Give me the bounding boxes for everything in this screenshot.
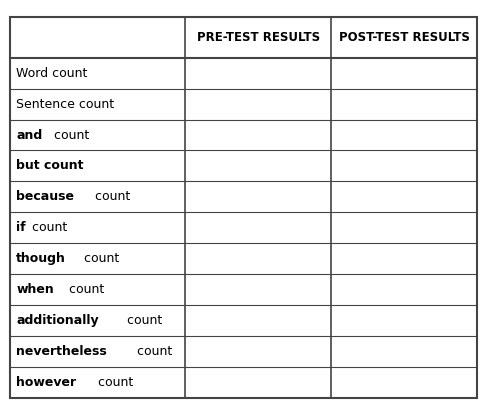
Text: count: count: [133, 345, 172, 358]
Text: but count: but count: [16, 159, 84, 173]
Text: POST-TEST RESULTS: POST-TEST RESULTS: [339, 31, 469, 44]
Text: if: if: [16, 221, 26, 234]
Text: however: however: [16, 376, 76, 389]
Text: count: count: [80, 252, 120, 265]
Text: additionally: additionally: [16, 314, 99, 327]
Text: count: count: [29, 221, 68, 234]
Text: and: and: [16, 128, 42, 142]
Text: PRE-TEST RESULTS: PRE-TEST RESULTS: [197, 31, 319, 44]
Text: count: count: [94, 376, 133, 389]
Text: nevertheless: nevertheless: [16, 345, 107, 358]
Text: Sentence count: Sentence count: [16, 97, 114, 111]
Text: though: though: [16, 252, 66, 265]
Text: Word count: Word count: [16, 66, 88, 80]
Text: count: count: [123, 314, 162, 327]
Text: because: because: [16, 190, 74, 204]
Text: count: count: [65, 283, 104, 296]
Text: count: count: [91, 190, 130, 204]
Text: count: count: [50, 128, 89, 142]
Text: when: when: [16, 283, 54, 296]
